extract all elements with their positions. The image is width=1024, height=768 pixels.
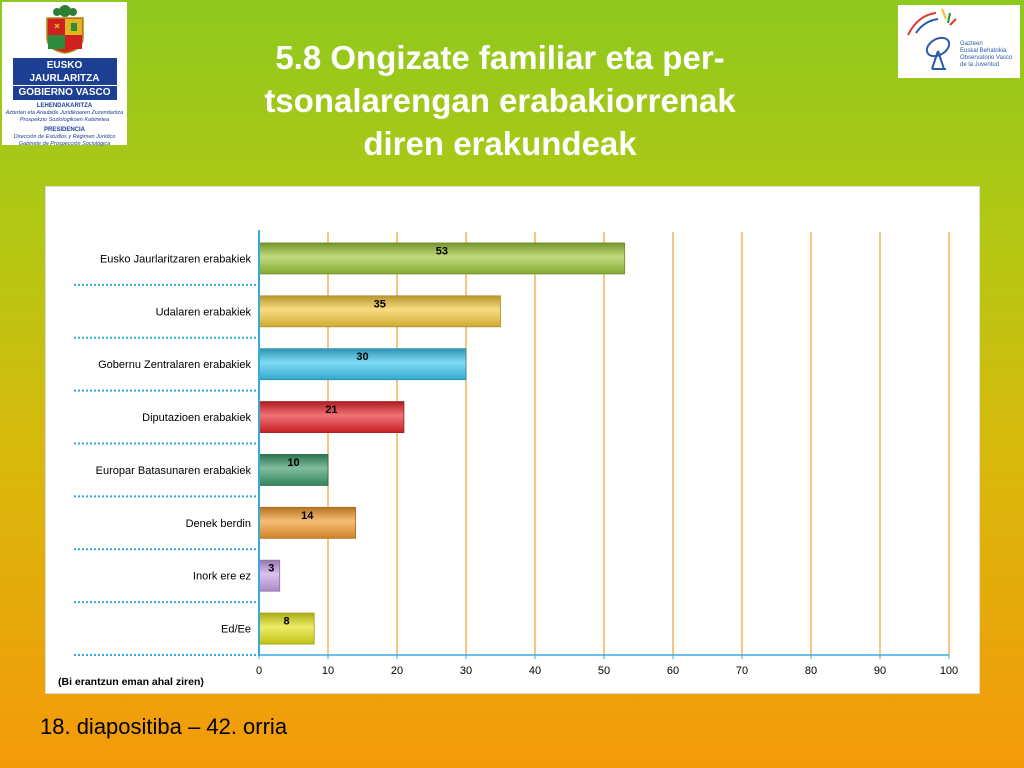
- logo-gazteen-behatokia: Gazteen Euskal Behatokia Observatorio Va…: [898, 5, 1020, 78]
- logo-right-line-1: Gazteen: [960, 41, 983, 47]
- slide-footer: 18. diapositiba – 42. orria: [40, 714, 288, 739]
- dept-2-sub-2: Gabinete de Prospección Sociológica: [18, 141, 111, 147]
- dept-1-sub-1: Azterlan eta Araubide Juridikoaren Zuzen…: [5, 110, 124, 116]
- category-label: Diputazioen erabakiek: [142, 412, 251, 424]
- bar-value-label: 53: [436, 245, 448, 257]
- dept-1-sub-2: Prospekzio Soziologikoen Kabinetea: [19, 117, 110, 123]
- x-tick-label: 100: [940, 665, 958, 677]
- slide-title-line-2: tsonalarengan erabakiorrenak: [264, 82, 736, 119]
- bar-chart: 53 Eusko Jaurlaritzaren erabakiek 35 Udalar…: [58, 230, 958, 688]
- logo-department-text: LEHENDAKARITZA Azterlan eta Araubide Jur…: [2, 103, 127, 148]
- bar-5: [258, 506, 356, 539]
- logo-right-line-3: Observatorio Vasco: [960, 55, 1013, 61]
- x-tick-label: 0: [256, 665, 262, 677]
- category-label: Denek berdin: [186, 518, 251, 530]
- category-label: Eusko Jaurlaritzaren erabakiek: [100, 253, 252, 265]
- dept-1-title: LEHENDAKARITZA: [36, 103, 93, 109]
- logo-text-box: EUSKO JAURLARITZA GOBIERNO VASCO: [12, 58, 117, 100]
- bar-value-label: 8: [284, 616, 290, 628]
- logo-line-1: EUSKO JAURLARITZA: [12, 59, 117, 86]
- satellite-dish-icon: [907, 8, 957, 70]
- x-tick-label: 60: [667, 665, 679, 677]
- x-tick-label: 90: [874, 665, 886, 677]
- bar-value-label: 35: [374, 298, 386, 310]
- bar-0: [258, 242, 626, 275]
- logo-eusko-jaurlaritza: EUSKO JAURLARITZA GOBIERNO VASCO LEHENDA…: [2, 2, 127, 148]
- bar-7: [258, 612, 315, 645]
- category-label: Gobernu Zentralaren erabakiek: [98, 359, 251, 371]
- logo-right-line-2: Euskal Behatokia: [960, 48, 1007, 54]
- dept-2-sub-1: Dirección de Estudios y Régimen Jurídico: [13, 134, 116, 140]
- logo-line-2: GOBIERNO VASCO: [18, 87, 111, 98]
- x-tick-label: 10: [322, 665, 334, 677]
- bar-value-label: 21: [325, 404, 337, 416]
- bar-value-label: 14: [301, 510, 314, 522]
- category-label: Ed/Ee: [221, 624, 251, 636]
- bar-value-label: 30: [356, 351, 368, 363]
- x-tick-label: 70: [736, 665, 748, 677]
- bar-2: [258, 348, 467, 381]
- bar-3: [258, 401, 405, 433]
- chart-note: (Bi erantzun eman ahal ziren): [58, 676, 204, 688]
- bar-value-label: 3: [268, 563, 274, 575]
- category-label: Inork ere ez: [193, 571, 251, 583]
- x-tick-label: 40: [529, 665, 541, 677]
- x-tick-label: 30: [460, 665, 472, 677]
- dept-2-title: PRESIDENCIA: [43, 127, 85, 133]
- chart-panel: 53 Eusko Jaurlaritzaren erabakiek 35 Udalar…: [45, 186, 980, 694]
- slide-title: 5.8 Ongizate familiar eta per- tsonalare…: [150, 36, 850, 165]
- x-tick-label: 80: [805, 665, 817, 677]
- slide-title-line-1: 5.8 Ongizate familiar eta per-: [275, 39, 725, 76]
- coat-of-arms-icon: [35, 4, 95, 54]
- category-label: Udalaren erabakiek: [156, 306, 252, 318]
- bar-1: [258, 295, 501, 328]
- bar-value-label: 10: [287, 457, 299, 469]
- category-label: Europar Batasunaren erabakiek: [96, 465, 252, 477]
- logo-right-line-4: de la Juventud: [960, 62, 1000, 68]
- slide-title-line-3: diren erakundeak: [363, 125, 637, 162]
- x-tick-label: 20: [391, 665, 403, 677]
- x-tick-label: 50: [598, 665, 610, 677]
- bar-4: [258, 454, 329, 486]
- logo-right-text: Gazteen Euskal Behatokia Observatorio Va…: [960, 41, 1012, 69]
